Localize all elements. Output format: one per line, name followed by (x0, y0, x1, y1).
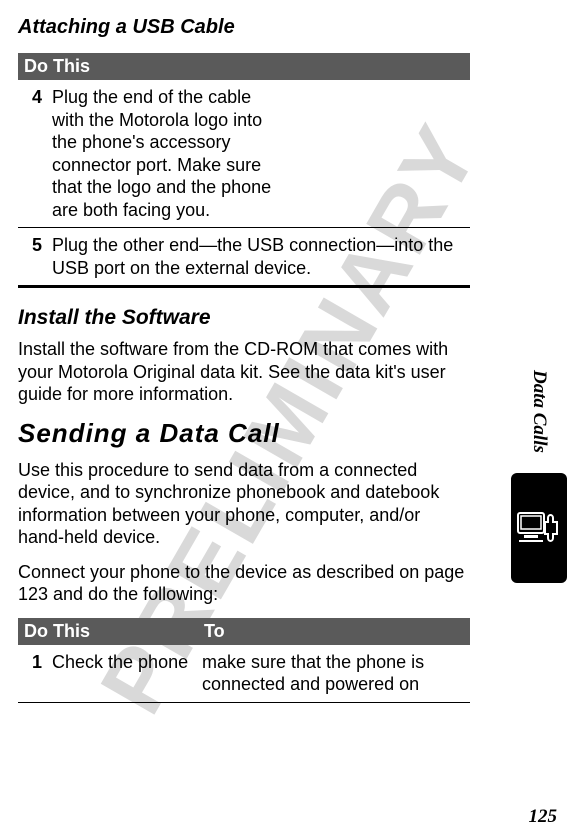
section-title-sending: Sending a Data Call (18, 418, 470, 449)
row-divider (18, 702, 470, 703)
step-text: Plug the end of the cable with the Motor… (52, 86, 272, 221)
step-number: 5 (22, 234, 52, 279)
table2-header: Do This To (18, 618, 470, 645)
section-title-attaching: Attaching a USB Cable (18, 16, 470, 39)
table1-row: 5 Plug the other end—the USB connection—… (18, 228, 470, 285)
page-number: 125 (529, 806, 558, 828)
page-content: Attaching a USB Cable Do This 4 Plug the… (0, 0, 500, 703)
table2-col2-text: make sure that the phone is connected an… (202, 651, 466, 696)
table1-header: Do This (18, 53, 470, 80)
side-chapter-label: Data Calls (528, 370, 550, 453)
section-title-install: Install the Software (18, 306, 470, 330)
step-text: Plug the other end—the USB connection—in… (52, 234, 466, 279)
table2-header-col2: To (204, 621, 225, 642)
computer-phone-icon (515, 508, 563, 548)
table2-header-col1: Do This (24, 621, 204, 642)
table-end-divider (18, 285, 470, 288)
table1-header-text: Do This (24, 56, 90, 77)
paragraph: Connect your phone to the device as desc… (18, 561, 470, 606)
paragraph: Install the software from the CD-ROM tha… (18, 338, 470, 406)
paragraph: Use this procedure to send data from a c… (18, 459, 470, 549)
table2-row: 1 Check the phone make sure that the pho… (18, 645, 470, 702)
table1-row: 4 Plug the end of the cable with the Mot… (18, 80, 470, 227)
side-icon-box (511, 473, 567, 583)
step-number: 1 (22, 651, 52, 696)
side-tab: Data Calls (511, 370, 567, 583)
table2-col1-text: Check the phone (52, 651, 202, 696)
step-number: 4 (22, 86, 52, 221)
